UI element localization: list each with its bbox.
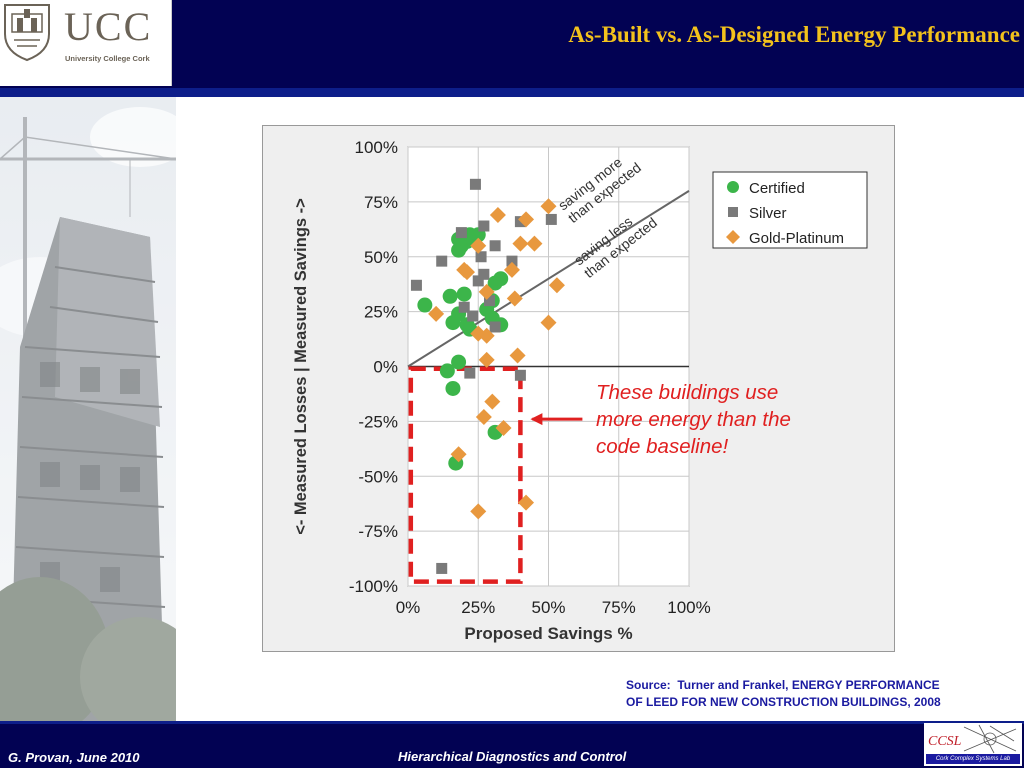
legend-box (712, 171, 868, 249)
point-silver (464, 367, 476, 379)
point-gold-platinum (489, 207, 506, 224)
network-icon: CCSL (928, 724, 1017, 754)
legend-label: Certified (749, 180, 805, 197)
point-gold-platinum (478, 327, 495, 344)
legend: Certified Silver Gold-Platinum (712, 171, 868, 249)
point-silver (472, 275, 484, 287)
callout-text: These buildings use more energy than the c… (596, 381, 791, 458)
x-tick-label: 50% (531, 598, 565, 617)
point-gold-platinum (470, 237, 487, 254)
y-tick-label: -75% (358, 522, 398, 541)
y-tick-label: 50% (364, 248, 398, 267)
point-gold-platinum (540, 198, 557, 215)
point-silver (458, 301, 470, 313)
x-axis-label: Proposed Savings % (464, 624, 632, 643)
point-silver (545, 213, 557, 225)
legend-marker-silver (728, 207, 738, 217)
point-gold-platinum (526, 235, 543, 252)
point-certified (445, 315, 461, 331)
logo-wordmark: UCC (64, 4, 153, 49)
point-silver (469, 178, 481, 190)
point-certified (456, 286, 472, 302)
x-tick-label: 75% (602, 598, 636, 617)
point-certified (493, 271, 509, 287)
point-silver (410, 279, 422, 291)
y-tick-label: 25% (364, 303, 398, 322)
point-silver (436, 562, 448, 574)
x-tick-label: 100% (667, 598, 710, 617)
footer-bar: G. Provan, June 2010 Hierarchical Diagno… (0, 721, 1024, 768)
construction-photo (0, 97, 176, 721)
point-silver (478, 220, 490, 232)
point-gold-platinum (459, 264, 476, 281)
point-gold-platinum (540, 314, 557, 331)
point-gold-platinum (470, 503, 487, 520)
point-gold-platinum (512, 235, 529, 252)
legend-marker-certified (727, 181, 739, 193)
x-tick-label: 25% (461, 598, 495, 617)
ucc-logo: UCC University College Cork (0, 0, 172, 86)
point-gold-platinum (518, 211, 535, 228)
callout-text-line: code baseline! (596, 435, 729, 458)
point-silver (506, 255, 518, 267)
point-gold-platinum (548, 277, 565, 294)
point-gold-platinum (503, 261, 520, 278)
point-silver (467, 310, 479, 322)
y-tick-label: -25% (358, 412, 398, 431)
callout-arrow-head (530, 413, 543, 426)
point-gold-platinum (428, 305, 445, 322)
point-silver (489, 240, 501, 252)
point-gold-platinum (475, 408, 492, 425)
y-tick-label: 0% (373, 358, 398, 377)
data-points (410, 178, 565, 574)
point-silver (475, 251, 487, 263)
point-certified (445, 380, 461, 396)
point-gold-platinum (478, 283, 495, 300)
svg-text:CCSL: CCSL (928, 734, 962, 749)
y-tick-label: 75% (364, 193, 398, 212)
legend-label: Silver (749, 205, 787, 222)
point-silver (478, 268, 490, 280)
chart-panel: 100% 75% 50% 25% 0% -25% -50% -75% -100% 0% 25% 50%… (262, 125, 895, 652)
source-citation: Source: Turner and Frankel, ENERGY PERFO… (626, 678, 941, 709)
point-gold-platinum (478, 351, 495, 368)
y-axis-label: <- Measured Losses | Measured Savings -> (292, 198, 310, 535)
point-silver (455, 227, 467, 239)
point-gold-platinum (506, 290, 523, 307)
identity-line (407, 190, 690, 368)
point-silver (483, 295, 495, 307)
crest-icon (4, 4, 50, 62)
point-gold-platinum (484, 393, 501, 410)
point-certified (439, 363, 455, 379)
scatter-chart: 100% 75% 50% 25% 0% -25% -50% -75% -100% 0% 25% 50%… (292, 138, 868, 643)
point-gold-platinum (450, 446, 467, 463)
callout-text-line: These buildings use (596, 381, 778, 404)
legend-label: Gold-Platinum (749, 230, 844, 247)
x-tick-label: 0% (396, 598, 421, 617)
footer-author: G. Provan, June 2010 (8, 750, 140, 765)
point-gold-platinum (470, 325, 487, 342)
callout-text-line: more energy than the (596, 408, 791, 431)
point-silver (436, 255, 448, 267)
y-tick-label: -50% (358, 467, 398, 486)
point-gold-platinum (495, 419, 512, 436)
point-certified (451, 354, 467, 370)
lab-logo-caption: Cork Complex Systems Lab (926, 754, 1020, 764)
point-silver (489, 321, 501, 333)
point-silver (514, 369, 526, 381)
y-tick-label: -100% (349, 577, 398, 596)
y-tick-label: 100% (355, 138, 398, 157)
footer-title: Hierarchical Diagnostics and Control (398, 749, 627, 764)
header-underline (0, 88, 1024, 97)
logo-subtitle: University College Cork (65, 54, 150, 63)
point-certified (417, 297, 433, 313)
slide-title: As-Built vs. As-Designed Energy Performa… (568, 22, 1020, 47)
legend-marker-gold-platinum (726, 230, 740, 244)
point-gold-platinum (518, 494, 535, 511)
lab-logo: CCSL Cork Complex Systems Lab (924, 723, 1022, 766)
point-certified (442, 288, 458, 304)
